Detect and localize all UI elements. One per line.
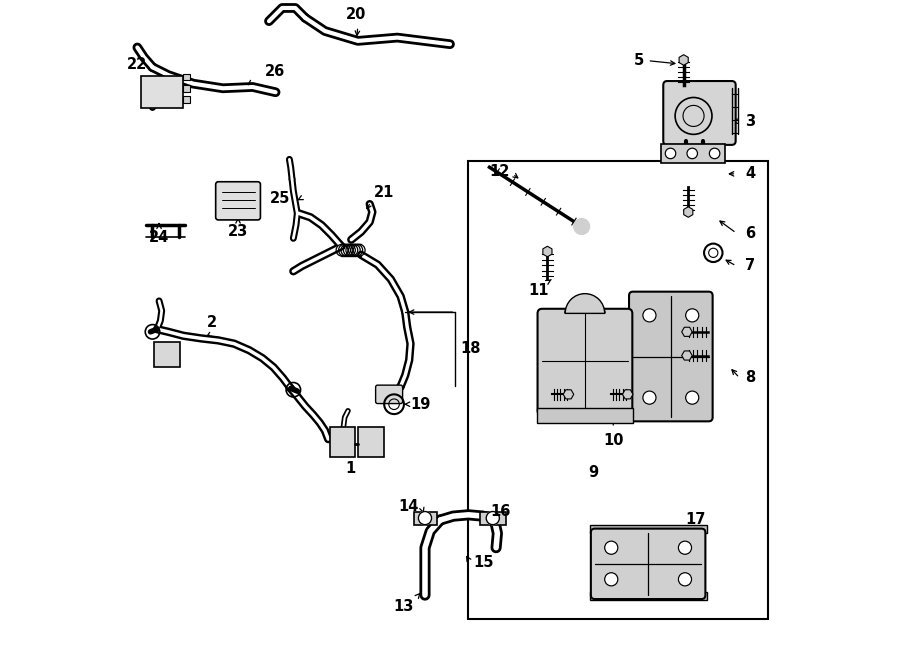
Text: 11: 11 (528, 283, 549, 298)
Text: 23: 23 (228, 224, 248, 239)
FancyBboxPatch shape (591, 529, 706, 599)
Text: 3: 3 (745, 114, 755, 129)
Polygon shape (563, 390, 573, 399)
Bar (184, 85, 190, 92)
Wedge shape (565, 293, 605, 313)
Circle shape (643, 309, 656, 322)
Bar (140, 77, 184, 108)
Circle shape (686, 391, 698, 405)
FancyBboxPatch shape (663, 81, 735, 145)
Circle shape (665, 148, 676, 159)
Text: 1: 1 (345, 461, 356, 476)
Text: 13: 13 (393, 599, 414, 614)
Circle shape (709, 148, 720, 159)
Text: 9: 9 (589, 465, 598, 481)
Text: 20: 20 (346, 7, 366, 22)
Bar (468, 161, 768, 619)
Text: 26: 26 (265, 64, 284, 79)
Text: 4: 4 (745, 167, 755, 181)
Bar (590, 592, 706, 600)
Bar (590, 525, 706, 533)
FancyBboxPatch shape (375, 385, 402, 404)
Circle shape (418, 512, 432, 525)
Bar (661, 144, 725, 163)
Bar (537, 408, 633, 422)
Text: 21: 21 (374, 185, 394, 200)
Polygon shape (543, 247, 552, 256)
FancyBboxPatch shape (629, 292, 713, 421)
Text: 16: 16 (491, 504, 511, 519)
Text: 7: 7 (745, 258, 755, 274)
Polygon shape (480, 512, 506, 525)
Bar (358, 427, 384, 457)
Bar (330, 427, 356, 457)
Text: 14: 14 (398, 500, 418, 514)
Circle shape (605, 541, 617, 555)
Text: 24: 24 (148, 231, 169, 245)
Text: 15: 15 (473, 555, 493, 570)
Polygon shape (681, 327, 692, 336)
Circle shape (679, 541, 691, 555)
Circle shape (679, 572, 691, 586)
Circle shape (605, 572, 617, 586)
Text: 12: 12 (489, 164, 509, 178)
Circle shape (687, 148, 698, 159)
Bar (184, 96, 190, 102)
Text: 10: 10 (603, 432, 624, 447)
Text: 8: 8 (745, 370, 755, 385)
Polygon shape (680, 55, 688, 65)
Text: 18: 18 (460, 342, 481, 356)
Text: 25: 25 (270, 191, 291, 206)
FancyBboxPatch shape (537, 309, 633, 415)
Circle shape (686, 309, 698, 322)
FancyBboxPatch shape (216, 182, 260, 220)
Circle shape (643, 391, 656, 405)
Text: 22: 22 (127, 57, 148, 72)
Text: 6: 6 (745, 225, 755, 241)
Text: 2: 2 (207, 315, 217, 330)
Polygon shape (684, 207, 693, 217)
Text: 5: 5 (634, 53, 644, 68)
Text: 17: 17 (686, 512, 706, 527)
Bar (154, 342, 180, 367)
Circle shape (486, 512, 500, 525)
Polygon shape (623, 390, 633, 399)
Polygon shape (681, 351, 692, 360)
Circle shape (573, 219, 590, 235)
Polygon shape (414, 512, 436, 525)
Text: 19: 19 (410, 397, 431, 412)
Bar (184, 74, 190, 81)
